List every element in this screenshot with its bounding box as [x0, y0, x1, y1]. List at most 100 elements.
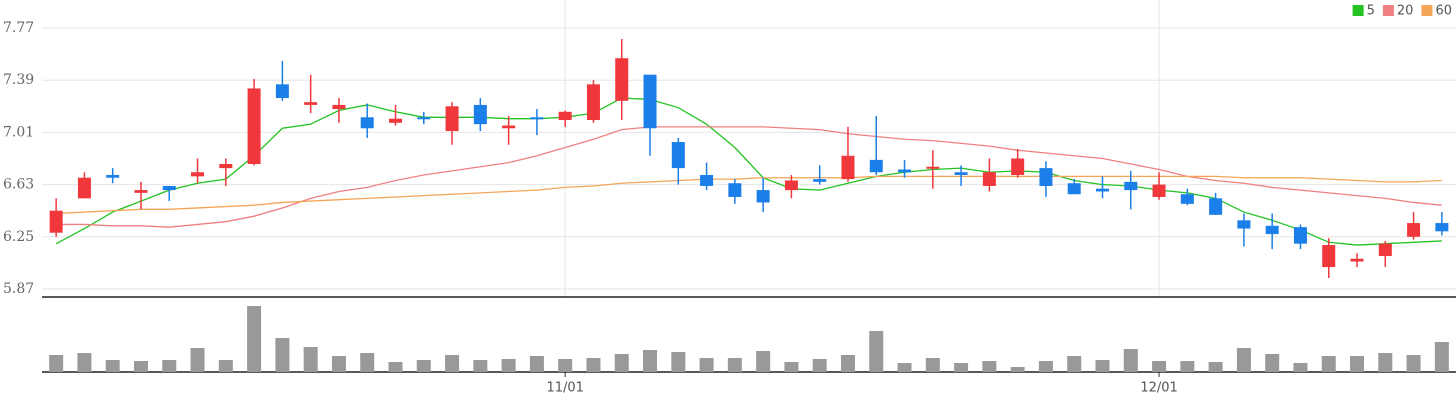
- legend-swatch: [1352, 5, 1364, 16]
- candle-body: [77, 177, 91, 199]
- volume-bar: [1406, 355, 1421, 372]
- ma-line: [55, 97, 1442, 246]
- candle-body: [1350, 258, 1364, 262]
- volume-bar: [699, 358, 714, 372]
- candle-body: [304, 102, 318, 105]
- candle-body: [247, 88, 261, 164]
- volume-bar: [558, 359, 573, 372]
- y-tick-label: 7.01: [3, 124, 34, 140]
- volume-bar: [586, 358, 601, 372]
- candle-body: [1067, 183, 1081, 195]
- legend-label: 20: [1397, 4, 1414, 19]
- candle-body: [586, 84, 600, 121]
- candle-body: [982, 172, 996, 186]
- candle-body: [1011, 158, 1025, 175]
- candle-body: [389, 118, 402, 123]
- volume-bar: [869, 331, 884, 372]
- candle-body: [417, 117, 431, 120]
- y-tick-label: 7.77: [3, 20, 34, 36]
- candle-body: [1124, 181, 1138, 191]
- candle-body: [191, 172, 205, 177]
- volume-bar: [1123, 349, 1138, 372]
- volume-bar: [388, 362, 403, 372]
- volume-bar: [162, 360, 177, 372]
- volume-bar: [1265, 354, 1280, 372]
- x-tick-label: 12/01: [1140, 381, 1177, 396]
- volume-bar: [416, 360, 431, 372]
- y-tick-label: 7.39: [3, 72, 34, 88]
- volume-bar: [133, 361, 148, 372]
- volume-bar: [1321, 356, 1336, 372]
- candle-body: [1180, 194, 1194, 204]
- volume-bar: [840, 355, 855, 372]
- volume-bar: [331, 356, 346, 372]
- candle-body: [869, 159, 883, 173]
- candle-body: [1152, 184, 1166, 197]
- y-tick-label: 5.87: [3, 281, 34, 297]
- candle-body: [134, 190, 148, 193]
- candle-body: [784, 180, 798, 191]
- candle-body: [1435, 223, 1449, 232]
- volume-bar: [473, 360, 488, 372]
- legend: 60 20 5: [1352, 4, 1452, 19]
- volume-bar: [671, 352, 686, 372]
- candle-body: [162, 185, 176, 191]
- candle-body: [1237, 220, 1251, 229]
- candle-body: [841, 155, 855, 180]
- volume-bar: [275, 338, 290, 372]
- volume-bar: [77, 353, 92, 372]
- x-tick-label: 11/01: [546, 381, 583, 396]
- volume-bar: [49, 355, 64, 372]
- candle-body: [898, 169, 912, 173]
- volume-bar: [105, 360, 120, 372]
- volume-bar: [982, 361, 997, 372]
- candle-body: [1293, 227, 1307, 244]
- candle-body: [502, 125, 516, 129]
- y-tick-label: 6.63: [3, 177, 34, 193]
- candle-body: [332, 104, 346, 110]
- candle-body: [1209, 198, 1223, 215]
- volume-bar: [1293, 363, 1308, 372]
- volume-bar: [1095, 360, 1110, 372]
- volume-bar: [1434, 342, 1449, 372]
- volume-bar: [1180, 361, 1195, 372]
- volume-bar: [218, 360, 233, 372]
- candle-body: [756, 190, 770, 203]
- legend-swatch: [1421, 5, 1433, 16]
- candle-body: [954, 172, 968, 175]
- volume-bar: [1010, 367, 1025, 372]
- candle-body: [1378, 243, 1392, 257]
- y-tick-label: 6.25: [3, 229, 34, 245]
- volume-bar: [190, 348, 205, 372]
- candle-body: [275, 84, 289, 99]
- candle-body: [1096, 188, 1109, 192]
- volume-bar: [445, 355, 460, 372]
- volume-bar: [784, 362, 799, 372]
- volume-bar: [1378, 353, 1393, 372]
- candle-body: [473, 104, 487, 125]
- volume-bar: [1038, 361, 1053, 372]
- volume-bar: [643, 350, 658, 372]
- volume-bar: [1152, 361, 1167, 372]
- volume-bar: [1208, 362, 1223, 372]
- ma-line: [56, 175, 1442, 215]
- candle-body: [530, 117, 544, 120]
- candle-body: [445, 106, 459, 132]
- candle-body: [671, 142, 685, 169]
- candle-body: [1407, 223, 1421, 237]
- volume-bar: [756, 351, 771, 372]
- volume-bar: [925, 358, 940, 372]
- volume-bar: [1236, 348, 1251, 372]
- volume-bar: [501, 359, 516, 372]
- volume-bar: [1350, 356, 1365, 372]
- candle-body: [558, 111, 572, 121]
- volume-bar: [727, 358, 742, 372]
- candle-body: [106, 174, 120, 178]
- volume-bar: [812, 359, 827, 372]
- candle-body: [49, 210, 63, 233]
- volume-bar: [954, 363, 969, 372]
- volume-bar: [247, 306, 262, 372]
- legend-label: 5: [1367, 4, 1375, 19]
- candle-body: [1322, 245, 1336, 268]
